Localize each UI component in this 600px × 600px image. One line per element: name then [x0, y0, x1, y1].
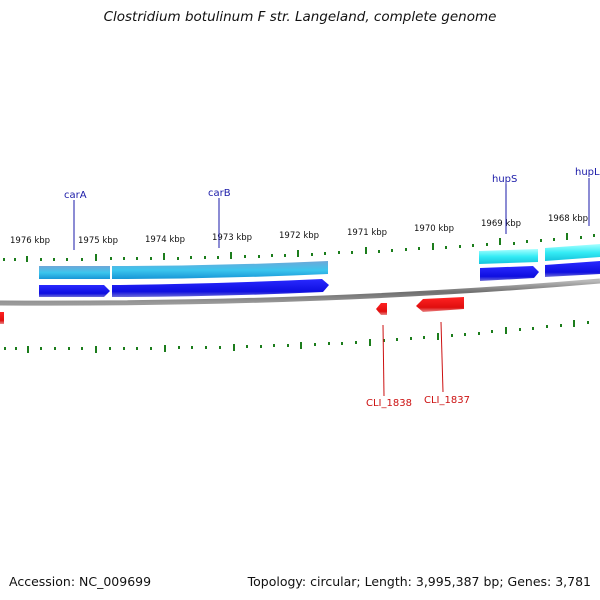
- forward-gene-track: [39, 261, 600, 297]
- scale-label-1973: 1973 kbp: [212, 233, 252, 243]
- accession-text: Accession: NC_009699: [9, 574, 152, 589]
- genome-backbone: [0, 278, 600, 306]
- scale-label-1971: 1971 kbp: [347, 228, 387, 238]
- gene-label-cli1838: CLI_1838: [366, 398, 412, 409]
- gene-arrow-cli1837: [416, 297, 464, 312]
- cds-band-hups: [479, 249, 538, 264]
- scale-label-1969: 1969 kbp: [481, 219, 521, 229]
- gene-arrow-left-edge: [0, 312, 4, 324]
- gene-label-hupl: hupL: [575, 167, 600, 178]
- cds-band-cara: [39, 266, 110, 279]
- gene-label-cli1837: CLI_1837: [424, 395, 470, 406]
- upper-tick-track: [3, 233, 595, 262]
- gene-arrow-cli1838: [376, 303, 387, 315]
- gene-arrow-cara: [39, 285, 110, 297]
- scale-label-1974: 1974 kbp: [145, 235, 185, 245]
- cds-band-track: [39, 244, 600, 279]
- reverse-gene-track: [0, 297, 464, 324]
- gene-arrow-hupl: [545, 261, 600, 277]
- gene-labels: carA carB hupS hupL CLI_1838 CLI_1837: [64, 167, 600, 409]
- lower-tick-track: [4, 320, 589, 353]
- gene-callouts: [73, 178, 590, 397]
- scale-label-1970: 1970 kbp: [414, 224, 454, 234]
- cds-band-carb: [112, 261, 328, 279]
- gene-label-cara: carA: [64, 190, 87, 201]
- genome-stats-text: Topology: circular; Length: 3,995,387 bp…: [247, 574, 591, 589]
- gene-label-hups: hupS: [492, 174, 517, 185]
- map-title: Clostridium botulinum F str. Langeland, …: [103, 9, 497, 25]
- scale-label-1968: 1968 kbp: [548, 214, 588, 224]
- gene-label-carb: carB: [208, 188, 231, 199]
- cds-band-hupl: [545, 244, 600, 261]
- gene-arrow-hups: [480, 266, 539, 281]
- scale-labels: 1976 kbp 1975 kbp 1974 kbp 1973 kbp 1972…: [10, 214, 588, 246]
- scale-label-1972: 1972 kbp: [279, 231, 319, 241]
- scale-label-1975: 1975 kbp: [78, 236, 118, 246]
- scale-label-1976: 1976 kbp: [10, 236, 50, 246]
- gene-arrow-carb: [112, 279, 329, 297]
